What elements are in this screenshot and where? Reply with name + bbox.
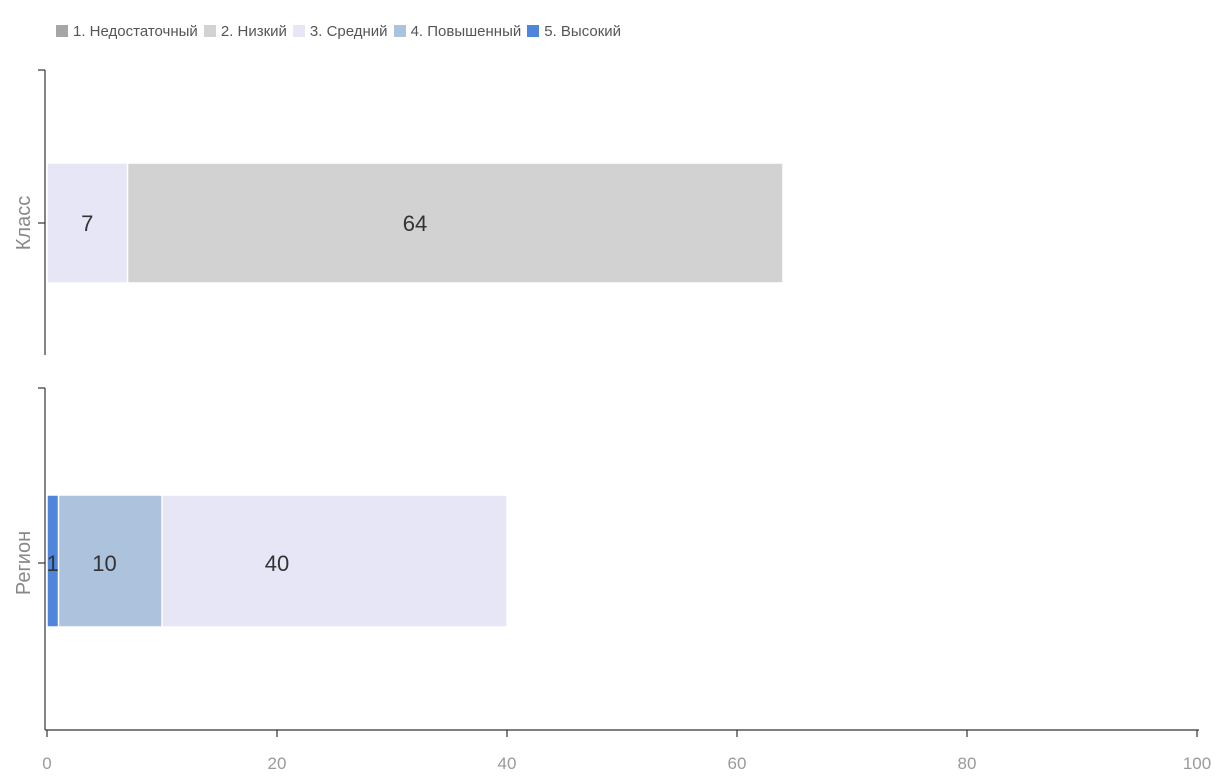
legend-swatch [393,25,406,37]
legend-label: 1. Недостаточный [73,22,198,40]
x-tick-label: 40 [498,754,517,773]
data-label: 40 [265,551,289,576]
x-tick-label: 80 [958,754,977,773]
legend-item[interactable]: 2. Низкий [203,22,287,40]
legend: 1. Недостаточный 2. Низкий 3. Средний 4. По… [56,18,621,44]
legend-label: 5. Высокий [544,22,622,40]
legend-item[interactable]: 3. Средний [292,22,388,40]
bar-segment [46,162,129,284]
legend-item[interactable]: 5. Высокий [527,23,621,40]
legend-swatch [527,25,540,37]
x-tick-label: 60 [728,754,747,773]
data-label: 7 [81,211,93,236]
legend-swatch [292,25,305,37]
bar-segment [46,162,784,284]
legend-swatch [203,25,216,37]
data-label: 1 [47,551,59,576]
data-label: 10 [92,551,116,576]
legend-label: 4. Повышенный [410,22,522,40]
x-tick-label: 20 [268,754,287,773]
legend-swatch [56,25,68,37]
bar-segment [46,494,60,628]
x-tick-label: 0 [42,754,51,773]
x-tick-label: 100 [1183,754,1211,773]
data-label: 64 [403,211,427,236]
legend-item[interactable]: 4. Повышенный [393,22,522,40]
legend-label: 2. Низкий [220,22,287,40]
legend-label: 3. Средний [309,22,388,40]
category-label: Регион [13,531,35,595]
legend-item[interactable]: 1. Недостаточный [56,23,198,40]
category-label: Класс [13,196,35,250]
bar-segment [46,494,163,628]
